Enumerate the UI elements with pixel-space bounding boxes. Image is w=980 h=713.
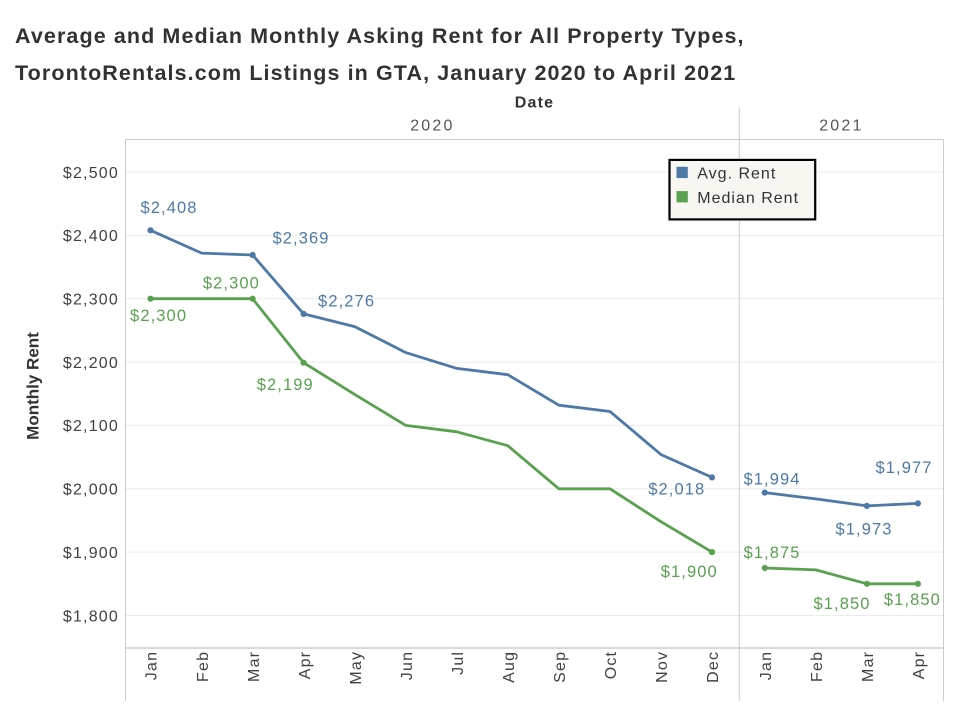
svg-text:Median Rent: Median Rent [697, 190, 799, 207]
svg-text:Oct: Oct [603, 651, 620, 680]
svg-text:$1,900: $1,900 [63, 545, 119, 562]
svg-text:May: May [348, 651, 365, 685]
svg-text:$1,800: $1,800 [63, 608, 119, 625]
svg-text:$2,300: $2,300 [63, 292, 119, 309]
svg-text:Apr: Apr [297, 651, 314, 680]
svg-text:$2,276: $2,276 [318, 293, 375, 311]
svg-text:$2,018: $2,018 [648, 480, 705, 498]
svg-text:Apr: Apr [911, 651, 928, 680]
svg-text:$2,200: $2,200 [63, 355, 119, 372]
svg-text:$1,850: $1,850 [813, 595, 870, 613]
svg-text:Jan: Jan [144, 651, 161, 680]
svg-text:$2,300: $2,300 [203, 275, 260, 293]
svg-text:Jul: Jul [450, 651, 467, 675]
svg-text:Jan: Jan [758, 651, 775, 680]
svg-text:$1,977: $1,977 [875, 459, 932, 477]
svg-text:Monthly Rent: Monthly Rent [24, 332, 43, 440]
svg-text:$2,000: $2,000 [63, 482, 119, 499]
svg-text:Date: Date [515, 95, 554, 112]
svg-text:Nov: Nov [654, 651, 671, 683]
svg-text:$2,100: $2,100 [63, 418, 119, 435]
svg-text:Sep: Sep [552, 651, 569, 683]
svg-text:$2,300: $2,300 [130, 307, 187, 325]
svg-text:$2,408: $2,408 [140, 199, 197, 217]
svg-text:$2,199: $2,199 [257, 376, 314, 394]
svg-text:$2,400: $2,400 [63, 228, 119, 245]
svg-text:2021: 2021 [819, 118, 863, 135]
svg-text:$1,994: $1,994 [743, 471, 800, 489]
svg-text:$1,850: $1,850 [884, 591, 941, 609]
svg-text:Mar: Mar [860, 651, 877, 682]
svg-text:$1,900: $1,900 [661, 563, 718, 581]
svg-text:$2,369: $2,369 [272, 230, 329, 248]
svg-text:2020: 2020 [410, 118, 454, 135]
svg-text:Feb: Feb [809, 651, 826, 682]
svg-text:Avg. Rent: Avg. Rent [697, 166, 776, 183]
svg-text:$2,500: $2,500 [63, 165, 119, 182]
svg-text:Mar: Mar [246, 651, 263, 682]
svg-text:$1,875: $1,875 [743, 544, 800, 562]
svg-text:Jun: Jun [399, 651, 416, 680]
svg-text:$1,973: $1,973 [835, 520, 892, 538]
svg-text:Aug: Aug [501, 651, 518, 683]
svg-text:Feb: Feb [195, 651, 212, 682]
svg-text:Dec: Dec [705, 651, 722, 683]
